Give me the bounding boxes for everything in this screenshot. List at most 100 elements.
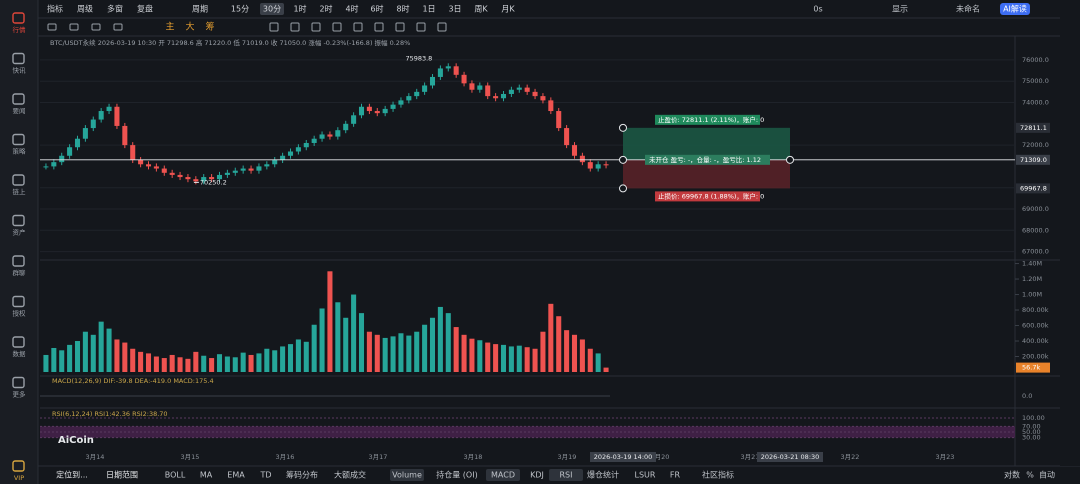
toolbar-item[interactable]: 显示: [892, 5, 908, 14]
macd-tick-label: 0.0: [1022, 392, 1032, 400]
volume-bar: [106, 328, 112, 372]
indicator-item[interactable]: 筹码分布: [286, 470, 318, 480]
sidebar-icon[interactable]: [12, 52, 25, 65]
candle: [493, 96, 499, 99]
sidebar-icon[interactable]: [12, 255, 25, 267]
sidebar-icon[interactable]: [12, 174, 25, 186]
volume-bar: [185, 358, 191, 372]
cursor-time-box: [590, 452, 656, 462]
sidebar-label[interactable]: 快讯: [13, 66, 27, 75]
sidebar-label[interactable]: 授权: [13, 309, 27, 318]
toolbar-item[interactable]: AI解读: [1003, 4, 1027, 14]
draw-tool[interactable]: [113, 23, 123, 31]
sl-label-box: [655, 191, 760, 202]
tool-button[interactable]: 筹: [205, 21, 214, 33]
candle: [422, 85, 428, 92]
volume-bar: [524, 347, 530, 372]
toolbar-item[interactable]: 2时: [319, 4, 332, 14]
handle[interactable]: [619, 155, 627, 164]
draw-tool[interactable]: [269, 22, 279, 32]
sidebar-label[interactable]: VIP: [14, 474, 24, 482]
indicator-item[interactable]: TD: [259, 471, 271, 480]
volume-bar: [201, 355, 207, 372]
toolbar-item[interactable]: 15分: [231, 5, 249, 14]
toolbar-item[interactable]: 未命名: [956, 4, 980, 14]
volume-tag: [1016, 362, 1050, 373]
draw-tool[interactable]: [374, 22, 384, 32]
sidebar-label[interactable]: 要闻: [13, 106, 26, 115]
indicator-item[interactable]: EMA: [227, 471, 245, 480]
bottom-item[interactable]: %: [1026, 471, 1034, 480]
sidebar-label[interactable]: 更多: [13, 390, 27, 399]
draw-tool[interactable]: [47, 23, 57, 31]
toolbar-item[interactable]: 多窗: [107, 4, 123, 14]
indicator-item[interactable]: 爆仓统计: [587, 470, 619, 480]
sidebar-label[interactable]: 数据: [13, 349, 27, 358]
toolbar-item[interactable]: 1日: [422, 5, 435, 14]
candle: [248, 168, 254, 171]
toolbar-item[interactable]: 8时: [396, 4, 409, 14]
indicator-active: [390, 469, 424, 481]
sidebar-label[interactable]: 链上: [13, 187, 27, 196]
indicator-item[interactable]: BOLL: [165, 471, 186, 480]
sidebar-icon[interactable]: [12, 336, 25, 348]
indicator-item[interactable]: Volume: [392, 471, 422, 480]
sidebar-icon[interactable]: [12, 295, 25, 308]
toolbar-item[interactable]: 4时: [345, 4, 358, 14]
toolbar-item[interactable]: 1时: [293, 4, 306, 14]
toolbar-item[interactable]: 周级: [77, 4, 93, 14]
handle[interactable]: [619, 184, 627, 193]
sidebar-label[interactable]: 行情: [13, 25, 27, 34]
sidebar-icon[interactable]: [12, 133, 25, 146]
indicator-item[interactable]: MA: [200, 471, 213, 480]
sidebar-label[interactable]: 群聊: [13, 268, 27, 277]
bottom-item[interactable]: 自动: [1039, 470, 1055, 480]
draw-tool[interactable]: [437, 22, 447, 32]
indicator-item[interactable]: MACD: [491, 471, 515, 480]
toolbar-item[interactable]: 月K: [501, 5, 515, 14]
sidebar-icon[interactable]: [12, 93, 25, 105]
sidebar-icon[interactable]: [12, 460, 25, 472]
draw-tool[interactable]: [332, 22, 342, 32]
ai-button[interactable]: [1000, 3, 1030, 15]
handle[interactable]: [619, 123, 627, 132]
draw-tool[interactable]: [311, 22, 321, 32]
sidebar-icon[interactable]: [12, 214, 25, 227]
sidebar-label[interactable]: 资产: [13, 228, 27, 237]
handle[interactable]: [786, 155, 794, 164]
draw-tool[interactable]: [91, 23, 101, 31]
indicator-item[interactable]: RSI: [560, 471, 573, 480]
indicator-item[interactable]: 大额成交: [334, 470, 366, 480]
sidebar-icon[interactable]: [12, 376, 25, 389]
toolbar-item[interactable]: 0s: [813, 5, 822, 14]
indicator-item[interactable]: 持仓量 (OI): [436, 470, 477, 480]
candle: [224, 172, 230, 175]
toolbar-item[interactable]: 周期: [192, 5, 208, 14]
toolbar-item[interactable]: 指标: [47, 4, 63, 14]
bottom-item[interactable]: 定位到...: [56, 470, 88, 480]
indicator-item[interactable]: FR: [670, 471, 681, 480]
indicator-item[interactable]: KDJ: [530, 471, 544, 480]
draw-tool[interactable]: [290, 22, 300, 32]
sidebar-label[interactable]: 策略: [13, 147, 27, 156]
indicator-item[interactable]: 社区指标: [702, 470, 734, 480]
volume-bar: [90, 334, 96, 372]
draw-tool[interactable]: [416, 22, 426, 32]
candle: [280, 155, 286, 161]
draw-tool[interactable]: [395, 22, 405, 32]
mid-label-box: [645, 154, 770, 165]
draw-tool[interactable]: [353, 22, 363, 32]
indicator-item[interactable]: LSUR: [635, 471, 656, 480]
sidebar-icon[interactable]: [12, 12, 25, 24]
candle: [358, 106, 365, 116]
toolbar-item[interactable]: 30分: [263, 5, 281, 14]
toolbar-item[interactable]: 3日: [448, 5, 461, 14]
tool-button[interactable]: 大: [185, 21, 194, 33]
toolbar-item[interactable]: 复盘: [137, 4, 153, 14]
toolbar-item[interactable]: 周K: [474, 5, 488, 14]
draw-tool[interactable]: [69, 23, 79, 31]
toolbar-item[interactable]: 6时: [370, 4, 383, 14]
bottom-item[interactable]: 日期范围: [106, 470, 138, 480]
bottom-item[interactable]: 对数: [1004, 470, 1020, 480]
tool-button[interactable]: 主: [165, 21, 174, 33]
